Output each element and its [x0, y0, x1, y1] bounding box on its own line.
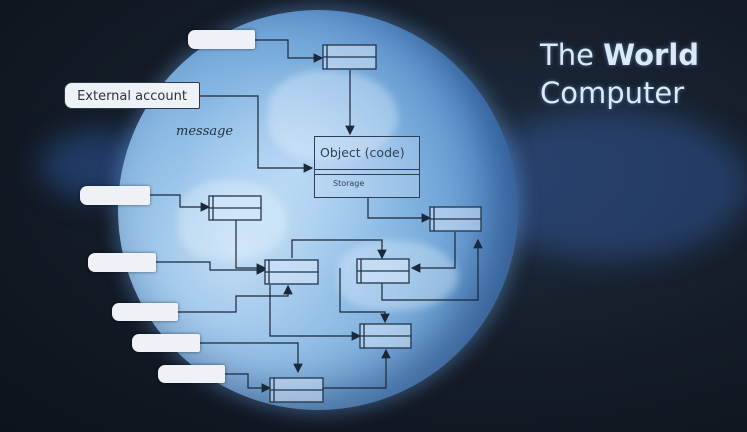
contract-box: [269, 377, 324, 403]
arrow-line: [269, 285, 362, 341]
arrow-line: [367, 198, 432, 223]
external-account-pill: [132, 334, 200, 352]
arrow-line: [381, 238, 483, 301]
arrow-line: [339, 268, 390, 324]
external-account-label: External account: [64, 82, 200, 109]
contract-box: [264, 259, 319, 285]
arrow-line: [255, 39, 324, 63]
arrow-line: [291, 239, 387, 260]
external-account-pill: [112, 303, 178, 321]
title-line-2: Computer: [540, 76, 685, 110]
arrow-line: [178, 284, 293, 313]
object-code-box: Object (code) Storage: [314, 136, 420, 198]
external-account-pill: [80, 186, 150, 205]
contract-box: [322, 44, 377, 70]
contract-box: [429, 206, 482, 232]
external-account-pill: [88, 253, 156, 272]
external-account-pill: [158, 365, 225, 383]
title-line-1: The World: [540, 36, 699, 74]
arrow-line: [225, 373, 272, 393]
contract-box: [359, 323, 412, 349]
object-title: Object (code): [315, 137, 419, 170]
arrow-line: [200, 95, 314, 173]
arrow-line: [200, 342, 303, 374]
arrow-line: [410, 232, 456, 273]
external-account-pill: [188, 30, 255, 49]
arrow-line: [235, 220, 267, 273]
object-divider: [315, 170, 419, 175]
message-label: message: [176, 124, 234, 139]
object-storage-label: Storage: [333, 179, 365, 188]
title-prefix: The: [540, 38, 594, 72]
arrow-line: [156, 261, 267, 275]
slide-title: The World Computer: [540, 36, 699, 112]
cloud-patch: [268, 70, 398, 160]
arrow-line: [150, 194, 211, 212]
contract-box: [356, 258, 410, 284]
arrow-line: [322, 348, 391, 389]
contract-box: [208, 195, 262, 221]
title-emphasis: World: [603, 38, 700, 72]
